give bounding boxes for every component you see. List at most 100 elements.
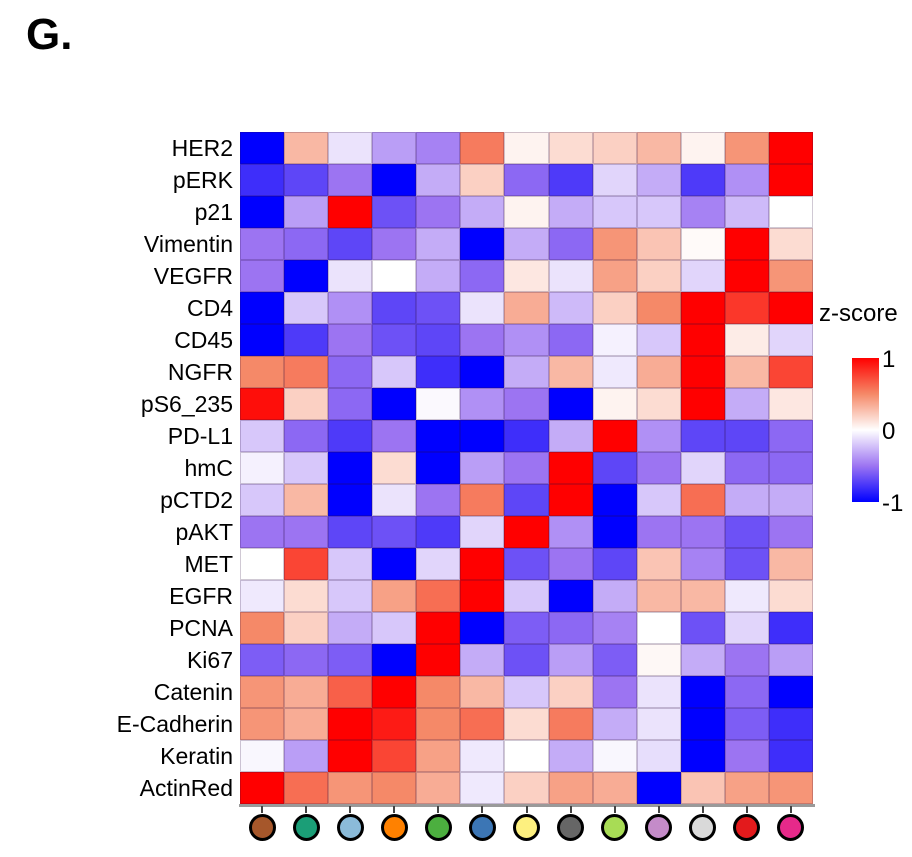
blue-dot xyxy=(468,814,496,841)
light-gray-dot xyxy=(689,814,717,841)
heatmap-cell xyxy=(680,548,725,580)
heatmap-cell xyxy=(372,164,417,196)
heatmap-cell xyxy=(680,676,725,708)
heatmap-cell xyxy=(240,420,285,452)
heatmap-cell xyxy=(504,452,549,484)
heatmap-cell xyxy=(592,260,637,292)
heatmap-cell xyxy=(724,612,769,644)
heatmap-cell xyxy=(416,292,461,324)
heatmap-cell xyxy=(416,164,461,196)
heatmap-cell xyxy=(724,772,769,804)
heatmap-cell xyxy=(372,324,417,356)
heatmap-cell xyxy=(636,676,681,708)
heatmap-cell xyxy=(724,484,769,516)
orange-dot xyxy=(380,814,408,841)
heatmap-cell xyxy=(768,324,813,356)
x-axis-tick xyxy=(437,806,440,813)
heatmap-cell xyxy=(284,452,329,484)
heatmap-cell xyxy=(724,644,769,676)
heatmap-cell xyxy=(592,740,637,772)
x-axis-tick xyxy=(261,806,264,813)
heatmap-cell xyxy=(504,580,549,612)
heatmap-cell xyxy=(724,740,769,772)
heatmap-cell xyxy=(768,548,813,580)
heatmap-cell xyxy=(240,260,285,292)
heatmap-cell xyxy=(328,452,373,484)
heatmap-cell xyxy=(284,708,329,740)
heatmap-cell xyxy=(240,644,285,676)
heatmap-cell xyxy=(240,388,285,420)
heatmap-cell xyxy=(460,676,505,708)
heatmap-cell xyxy=(284,420,329,452)
heatmap-cell xyxy=(724,708,769,740)
heatmap-cell xyxy=(372,708,417,740)
heatmap-cell xyxy=(636,260,681,292)
heatmap-cell xyxy=(548,292,593,324)
heatmap-cell xyxy=(328,740,373,772)
heatmap-cell xyxy=(416,580,461,612)
heatmap-cell xyxy=(680,612,725,644)
heatmap-cell xyxy=(284,164,329,196)
heatmap-cell xyxy=(680,356,725,388)
heatmap-cell xyxy=(768,292,813,324)
colorbar-tick-label: 1 xyxy=(882,346,896,373)
heatmap-cell xyxy=(284,740,329,772)
heatmap-cell xyxy=(768,644,813,676)
orchid-dot xyxy=(645,814,673,841)
heatmap-cell xyxy=(328,356,373,388)
heatmap-cell xyxy=(460,260,505,292)
heatmap-cell xyxy=(592,644,637,676)
heatmap-cell xyxy=(548,548,593,580)
heatmap-cell xyxy=(460,420,505,452)
x-axis-tick xyxy=(789,806,792,813)
heatmap-cell xyxy=(372,580,417,612)
heatmap-cell xyxy=(504,772,549,804)
heatmap-cell xyxy=(592,676,637,708)
heatmap-cell xyxy=(636,612,681,644)
light-blue-dot xyxy=(336,814,364,841)
heatmap-cell xyxy=(548,676,593,708)
heatmap-cell xyxy=(636,548,681,580)
row-label: CD45 xyxy=(174,327,233,353)
heatmap-cell xyxy=(460,324,505,356)
heatmap-cell xyxy=(636,228,681,260)
red-dot xyxy=(733,814,761,841)
heatmap-cell xyxy=(284,292,329,324)
heatmap-cell xyxy=(504,420,549,452)
heatmap-cell xyxy=(372,740,417,772)
heatmap-cell xyxy=(592,580,637,612)
heatmap-cell xyxy=(680,388,725,420)
heatmap-cell xyxy=(460,132,505,164)
heatmap-cell xyxy=(724,388,769,420)
heatmap-cell xyxy=(416,324,461,356)
heatmap-cell xyxy=(372,292,417,324)
heatmap-cell xyxy=(328,580,373,612)
heatmap-cell xyxy=(416,740,461,772)
heatmap-cell xyxy=(284,644,329,676)
heatmap-cell xyxy=(504,196,549,228)
heatmap-cell xyxy=(636,580,681,612)
x-axis-tick xyxy=(393,806,396,813)
heatmap-cell xyxy=(372,484,417,516)
row-label: NGFR xyxy=(167,359,233,385)
heatmap-cell xyxy=(636,516,681,548)
heatmap-cell xyxy=(504,548,549,580)
heatmap-cell xyxy=(460,548,505,580)
heatmap-cell xyxy=(460,772,505,804)
heatmap-cell xyxy=(416,548,461,580)
heatmap-cell xyxy=(240,772,285,804)
heatmap-cell xyxy=(284,772,329,804)
row-label: Ki67 xyxy=(186,647,233,673)
heatmap-cell xyxy=(548,388,593,420)
heatmap-cell xyxy=(548,580,593,612)
heatmap-cell xyxy=(416,708,461,740)
x-axis-tick xyxy=(305,806,308,813)
heatmap-cell xyxy=(680,452,725,484)
heatmap-cell xyxy=(328,324,373,356)
heatmap-cell xyxy=(504,676,549,708)
heatmap-cell xyxy=(460,580,505,612)
row-label: Keratin xyxy=(160,743,233,769)
row-label: pERK xyxy=(172,167,233,193)
heatmap-cell xyxy=(504,228,549,260)
row-label: PCNA xyxy=(169,615,233,641)
